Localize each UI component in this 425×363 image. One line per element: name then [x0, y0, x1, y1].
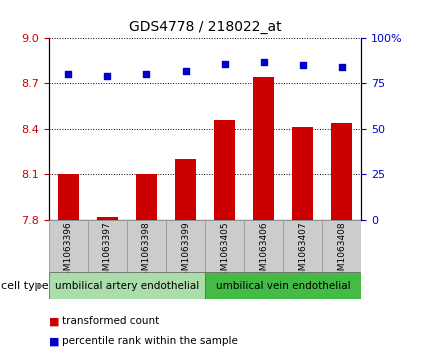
Bar [331, 123, 352, 220]
Bar [214, 120, 235, 220]
Text: GSM1063399: GSM1063399 [181, 221, 190, 282]
Point [338, 64, 345, 70]
Bar [283, 220, 322, 272]
Point [65, 72, 72, 77]
Title: GDS4778 / 218022_at: GDS4778 / 218022_at [129, 20, 281, 34]
Bar [205, 272, 361, 299]
Text: GSM1063397: GSM1063397 [103, 221, 112, 282]
Bar [127, 220, 166, 272]
Text: transformed count: transformed count [62, 316, 159, 326]
Bar [253, 77, 275, 220]
Bar [166, 220, 205, 272]
Point [182, 68, 189, 74]
Bar [49, 220, 88, 272]
Bar [49, 272, 205, 299]
Text: ■: ■ [49, 336, 60, 346]
Point [143, 72, 150, 77]
Text: GSM1063406: GSM1063406 [259, 221, 268, 282]
Text: GSM1063405: GSM1063405 [220, 221, 229, 282]
Bar [88, 220, 127, 272]
Bar [58, 174, 79, 220]
Bar [292, 127, 313, 220]
Text: ■: ■ [49, 316, 60, 326]
Bar [205, 220, 244, 272]
Point [299, 62, 306, 68]
Bar [244, 220, 283, 272]
Bar [136, 174, 157, 220]
Text: umbilical vein endothelial: umbilical vein endothelial [216, 281, 351, 291]
Text: ▶: ▶ [35, 281, 44, 291]
Point [104, 73, 111, 79]
Text: umbilical artery endothelial: umbilical artery endothelial [55, 281, 199, 291]
Text: GSM1063408: GSM1063408 [337, 221, 346, 282]
Text: GSM1063396: GSM1063396 [64, 221, 73, 282]
Bar [175, 159, 196, 220]
Text: cell type: cell type [1, 281, 48, 291]
Text: percentile rank within the sample: percentile rank within the sample [62, 336, 238, 346]
Point [221, 61, 228, 66]
Text: GSM1063398: GSM1063398 [142, 221, 151, 282]
Bar [322, 220, 361, 272]
Point [260, 59, 267, 65]
Bar [97, 217, 118, 220]
Text: GSM1063407: GSM1063407 [298, 221, 307, 282]
